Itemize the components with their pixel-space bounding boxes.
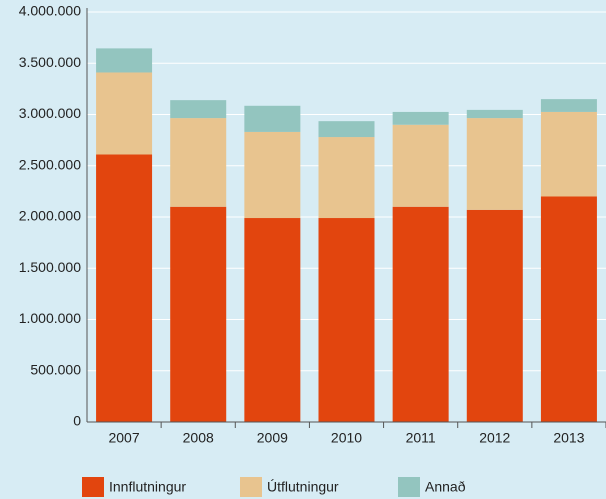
y-tick-label: 3.000.000 (19, 105, 81, 121)
bar-segment (96, 48, 153, 73)
legend-swatch (82, 477, 104, 497)
legend-swatch (398, 477, 420, 497)
x-tick-label: 2008 (183, 430, 214, 446)
y-tick-label: 4.000.000 (19, 3, 81, 19)
y-tick-label: 1.000.000 (19, 310, 81, 326)
bar-segment (318, 218, 375, 422)
y-tick-label: 0 (73, 413, 81, 429)
x-tick-label: 2009 (257, 430, 288, 446)
bar-segment (540, 111, 597, 197)
y-tick-label: 1.500.000 (19, 259, 81, 275)
legend-label: Annað (425, 479, 466, 495)
bar-segment (318, 121, 375, 138)
legend-swatch (240, 477, 262, 497)
bar-segment (392, 124, 449, 207)
y-tick-label: 2.000.000 (19, 208, 81, 224)
legend-label: Innflutningur (109, 479, 186, 495)
bar-segment (466, 209, 523, 422)
y-tick-label: 500.000 (30, 361, 81, 377)
bar-segment (244, 218, 301, 422)
bar-segment (96, 72, 153, 155)
bar-segment (540, 196, 597, 422)
y-tick-label: 2.500.000 (19, 156, 81, 172)
bar-segment (466, 118, 523, 210)
bar-segment (244, 131, 301, 219)
bar-segment (466, 109, 523, 119)
bar-segment (392, 206, 449, 422)
x-tick-label: 2011 (406, 430, 436, 446)
x-tick-label: 2013 (553, 430, 584, 446)
x-tick-label: 2012 (479, 430, 510, 446)
x-tick-label: 2010 (331, 430, 362, 446)
y-tick-label: 3.500.000 (19, 54, 81, 70)
bar-segment (170, 206, 227, 422)
x-tick-label: 2007 (108, 430, 139, 446)
bar-segment (96, 154, 153, 422)
bar-segment (540, 99, 597, 112)
bar-segment (392, 111, 449, 125)
bar-segment (170, 100, 227, 119)
bar-segment (244, 105, 301, 132)
legend-label: Útflutningur (267, 479, 339, 495)
bar-segment (318, 137, 375, 219)
bar-segment (170, 118, 227, 207)
